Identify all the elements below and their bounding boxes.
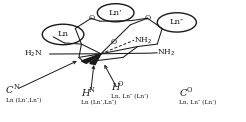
- Text: H: H: [81, 89, 90, 98]
- Text: NH$_2$: NH$_2$: [157, 48, 176, 58]
- Text: NH$_2$: NH$_2$: [134, 35, 152, 46]
- Text: Ln’: Ln’: [109, 9, 123, 17]
- Text: O: O: [187, 86, 192, 94]
- Text: Ln (Ln’,Ln″): Ln (Ln’,Ln″): [6, 98, 41, 103]
- Text: C: C: [6, 86, 13, 95]
- Text: N: N: [14, 83, 19, 91]
- Text: O: O: [88, 14, 94, 22]
- Text: Ln″: Ln″: [170, 18, 184, 26]
- Text: O: O: [110, 38, 116, 46]
- Text: O: O: [118, 80, 123, 88]
- Text: Ln (Ln’,Ln″): Ln (Ln’,Ln″): [81, 100, 117, 105]
- Text: N: N: [89, 86, 95, 94]
- Polygon shape: [81, 54, 101, 63]
- Polygon shape: [90, 54, 101, 65]
- Text: H$_2$N: H$_2$N: [24, 49, 42, 59]
- Text: H: H: [111, 83, 119, 92]
- Text: C: C: [179, 89, 187, 98]
- Text: Ln, Ln″ (Ln’): Ln, Ln″ (Ln’): [179, 100, 217, 105]
- Text: O: O: [144, 14, 151, 22]
- Text: Ln, Ln″ (Ln’): Ln, Ln″ (Ln’): [111, 94, 148, 99]
- Text: Ln: Ln: [58, 30, 69, 38]
